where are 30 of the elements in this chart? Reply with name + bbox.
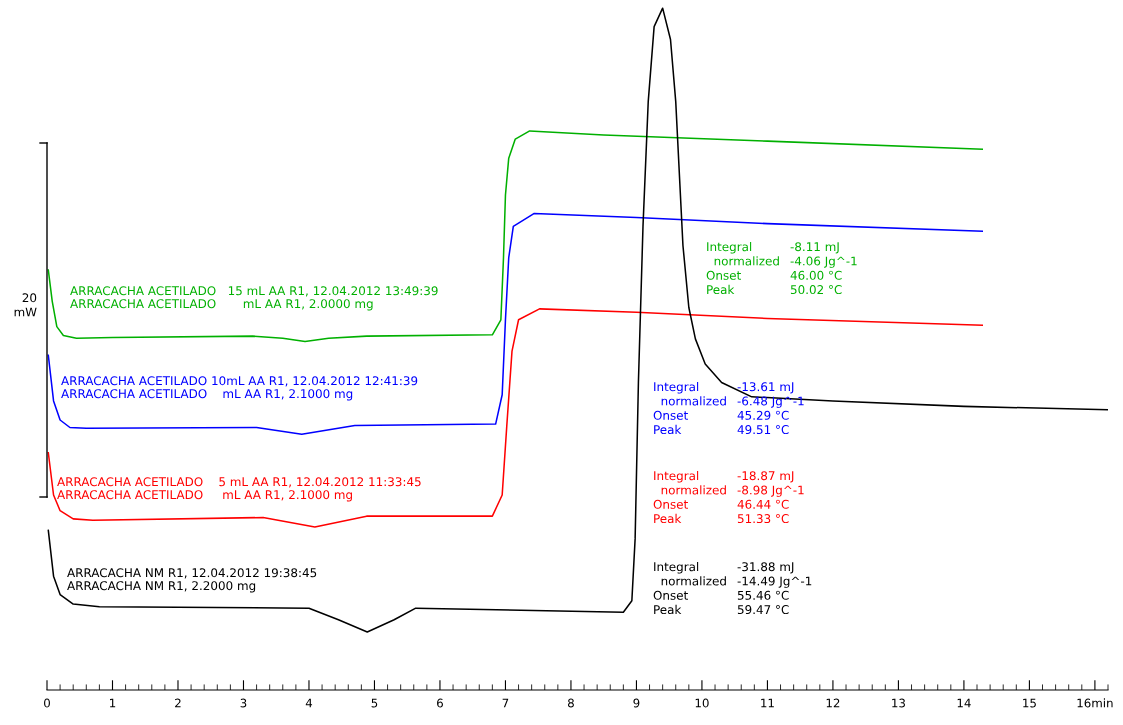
annotation: -18.87 mJ -8.98 Jg^-1 46.44 °C 51.33 °C: [737, 471, 804, 524]
x-tick-label: 11: [761, 698, 774, 708]
x-tick-label: 3: [240, 698, 247, 708]
x-tick-label: 2: [175, 698, 181, 708]
x-tick-label: 1: [110, 698, 116, 708]
x-tick-label: 12: [826, 698, 840, 708]
annotation: ARRACACHA NM R1, 12.04.2012 19:38:45 ARRACACHA NM R1, 2.2000 mg: [67, 568, 317, 593]
annotation: ARRACACHA ACETILADO 15 mL AA R1, 12.04.2012 13:49:39 ARRACACHA ACETILADO mL AA R1, 2.0000 mg: [70, 286, 438, 311]
x-tick-label: 13: [892, 698, 905, 708]
x-tick-label: 4: [305, 698, 313, 708]
x-tick-label: 0: [44, 698, 50, 708]
text: 20 mW: [14, 293, 37, 317]
x-tick-label: 16min: [1077, 698, 1113, 708]
annotation: Integral normalized Onset Peak: [706, 242, 779, 295]
x-tick-label: 15: [1023, 698, 1036, 708]
x-tick-label: 10: [695, 698, 709, 708]
annotation: -8.11 mJ -4.06 Jg^-1 46.00 °C 50.02 °C: [790, 242, 857, 295]
annotation: -31.88 mJ -14.49 Jg^-1 55.46 °C 59.47 °C: [737, 562, 812, 615]
annotation: ARRACACHA ACETILADO 10mL AA R1, 12.04.2012 12:41:39 ARRACACHA ACETILADO mL AA R1, 2.1000 mg: [61, 376, 418, 401]
annotation: -13.61 mJ -6.48 Jg^-1 45.29 °C 49.51 °C: [737, 382, 804, 435]
x-tick-label: 8: [568, 698, 574, 708]
x-tick-label: 14: [957, 698, 971, 708]
x-tick-label: 6: [437, 698, 443, 708]
x-tick-label: 5: [371, 698, 378, 708]
x-tick-label: 9: [633, 698, 640, 708]
annotation: Integral normalized Onset Peak: [653, 471, 726, 524]
annotation: ARRACACHA ACETILADO 5 mL AA R1, 12.04.2012 11:33:45 ARRACACHA ACETILADO mL AA R1, 2.1000 mg: [57, 477, 421, 502]
annotation: Integral normalized Onset Peak: [653, 562, 726, 615]
x-tick-label: 7: [502, 698, 509, 708]
annotation: Integral normalized Onset Peak: [653, 382, 726, 435]
